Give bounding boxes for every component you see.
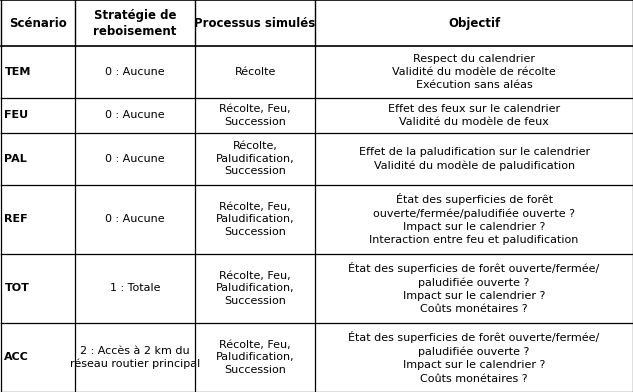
Text: 0 : Aucune: 0 : Aucune: [105, 67, 165, 77]
Text: 0 : Aucune: 0 : Aucune: [105, 154, 165, 163]
Text: Effet de la paludification sur le calendrier
Validité du modèle de paludificatio: Effet de la paludification sur le calend…: [358, 147, 590, 171]
Text: Récolte, Feu,
Paludification,
Succession: Récolte, Feu, Paludification, Succession: [216, 340, 294, 375]
Text: TOT: TOT: [4, 283, 29, 293]
Text: 2 : Accès à 2 km du
réseau routier principal: 2 : Accès à 2 km du réseau routier princ…: [70, 346, 200, 369]
Text: TEM: TEM: [4, 67, 31, 77]
Text: État des superficies de forêt
ouverte/fermée/paludifiée ouverte ?
Impact sur le : État des superficies de forêt ouverte/fe…: [370, 193, 579, 245]
Text: REF: REF: [4, 214, 28, 224]
Text: PAL: PAL: [4, 154, 27, 163]
Text: 1 : Totale: 1 : Totale: [110, 283, 160, 293]
Text: Récolte, Feu,
Paludification,
Succession: Récolte, Feu, Paludification, Succession: [216, 271, 294, 306]
Text: Récolte: Récolte: [234, 67, 276, 77]
Text: État des superficies de forêt ouverte/fermée/
paludifiée ouverte ?
Impact sur le: État des superficies de forêt ouverte/fe…: [349, 331, 599, 384]
Text: Récolte, Feu,
Succession: Récolte, Feu, Succession: [219, 104, 291, 127]
Text: ACC: ACC: [4, 352, 29, 363]
Text: Processus simulés: Processus simulés: [194, 16, 316, 30]
Text: Récolte, Feu,
Paludification,
Succession: Récolte, Feu, Paludification, Succession: [216, 202, 294, 236]
Text: Objectif: Objectif: [448, 16, 500, 30]
Text: 0 : Aucune: 0 : Aucune: [105, 111, 165, 120]
Text: Respect du calendrier
Validité du modèle de récolte
Exécution sans aléas: Respect du calendrier Validité du modèle…: [392, 54, 556, 91]
Text: État des superficies de forêt ouverte/fermée/
paludifiée ouverte ?
Impact sur le: État des superficies de forêt ouverte/fe…: [349, 262, 599, 314]
Text: Stratégie de
reboisement: Stratégie de reboisement: [93, 9, 177, 38]
Text: 0 : Aucune: 0 : Aucune: [105, 214, 165, 224]
Text: FEU: FEU: [4, 111, 28, 120]
Text: Récolte,
Paludification,
Succession: Récolte, Paludification, Succession: [216, 141, 294, 176]
Text: Scénario: Scénario: [9, 16, 67, 30]
Text: Effet des feux sur le calendrier
Validité du modèle de feux: Effet des feux sur le calendrier Validit…: [388, 104, 560, 127]
